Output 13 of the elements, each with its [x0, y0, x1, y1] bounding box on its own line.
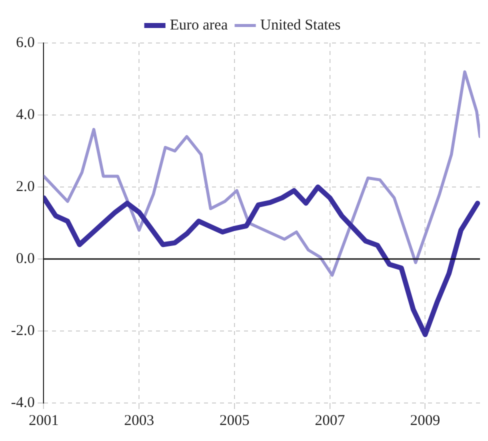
y-tick-label: 6.0	[16, 34, 35, 51]
y-tick-label: -2.0	[10, 322, 35, 339]
x-tick-label: 2001	[28, 412, 59, 429]
y-tick-label: -4.0	[10, 394, 35, 411]
x-tick-label: 2007	[314, 412, 346, 429]
x-tick-label: 2009	[410, 412, 440, 429]
legend-label: United States	[260, 17, 341, 34]
y-tick-label: 4.0	[16, 106, 35, 123]
y-tick-label: 0.0	[16, 250, 35, 267]
y-tick-label: 2.0	[16, 178, 35, 195]
x-tick-label: 2005	[219, 412, 250, 429]
legend-label: Euro area	[170, 17, 228, 34]
x-tick-label: 2003	[124, 412, 154, 429]
